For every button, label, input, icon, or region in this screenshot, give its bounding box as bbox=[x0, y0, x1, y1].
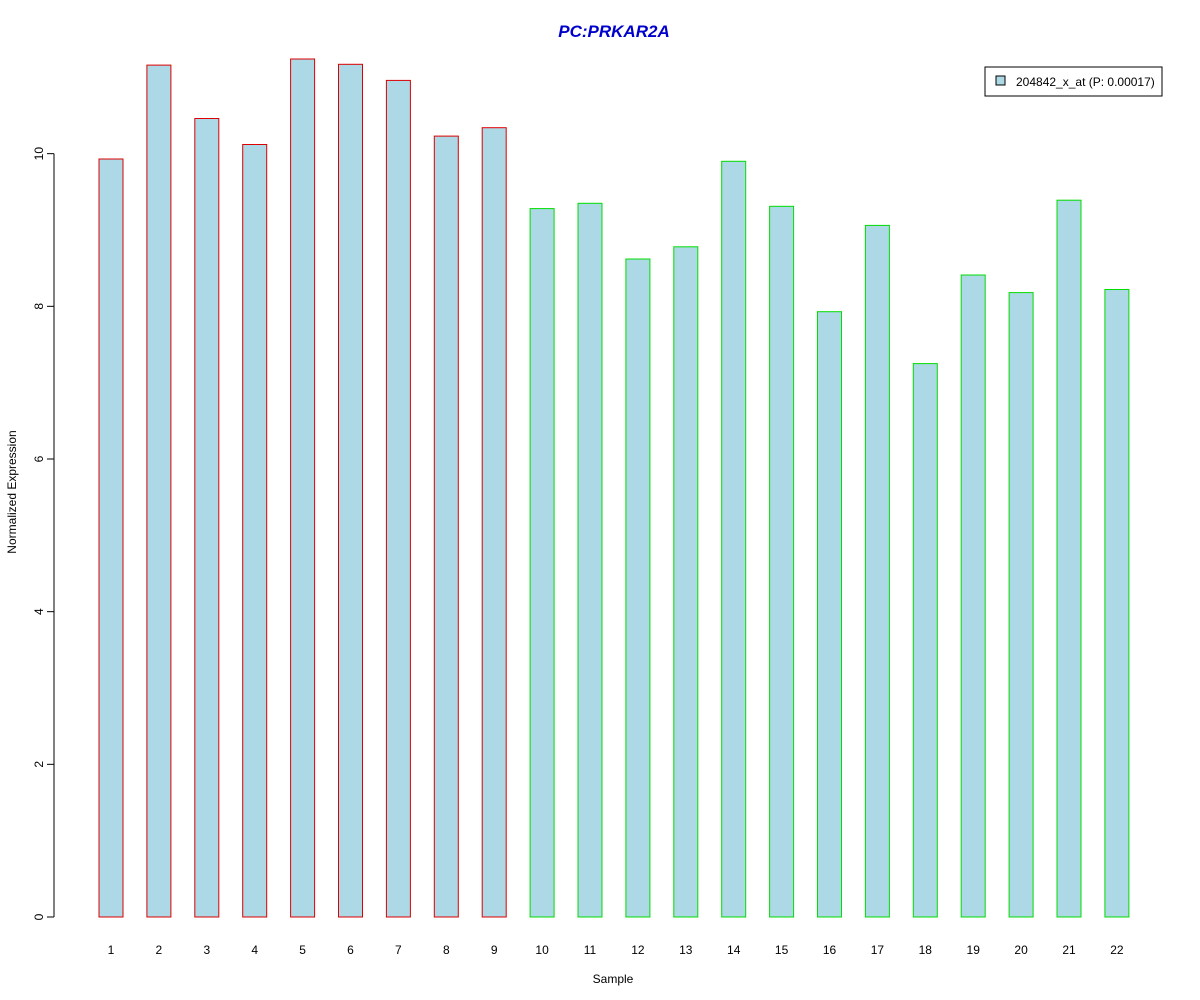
x-tick-label: 4 bbox=[251, 943, 258, 957]
bar bbox=[529, 208, 555, 918]
x-tick-label: 2 bbox=[156, 943, 163, 957]
bar bbox=[194, 118, 220, 918]
x-tick-label: 7 bbox=[395, 943, 402, 957]
x-tick-label: 17 bbox=[871, 943, 885, 957]
bar bbox=[1056, 199, 1082, 918]
bar bbox=[721, 160, 747, 918]
x-axis-label: Sample bbox=[593, 972, 634, 986]
x-tick-label: 16 bbox=[823, 943, 837, 957]
x-tick-label: 21 bbox=[1062, 943, 1076, 957]
y-tick-label: 4 bbox=[32, 608, 46, 615]
bar bbox=[290, 58, 316, 918]
x-tick-label: 11 bbox=[584, 943, 597, 957]
x-tick-label: 18 bbox=[919, 943, 933, 957]
x-tick-label: 5 bbox=[299, 943, 306, 957]
x-tick-label: 3 bbox=[203, 943, 210, 957]
chart-title: PC:PRKAR2A bbox=[558, 22, 669, 41]
bar bbox=[98, 158, 124, 918]
x-tick-label: 1 bbox=[108, 943, 115, 957]
x-tick-label: 19 bbox=[967, 943, 981, 957]
x-tick-label: 10 bbox=[535, 943, 549, 957]
bar bbox=[864, 224, 890, 918]
y-axis: 0 2 4 6 8 10 bbox=[32, 147, 55, 920]
bar bbox=[338, 63, 363, 918]
legend-box bbox=[984, 66, 1163, 97]
bar bbox=[912, 363, 938, 918]
bar bbox=[481, 127, 507, 918]
legend: 204842_x_at (P: 0.00017) bbox=[984, 66, 1163, 97]
y-tick-label: 0 bbox=[32, 913, 46, 920]
bar bbox=[433, 135, 459, 918]
x-tick-label: 14 bbox=[727, 943, 741, 957]
bar bbox=[817, 311, 842, 918]
x-tick-label: 15 bbox=[775, 943, 789, 957]
bar bbox=[385, 79, 411, 918]
bars bbox=[98, 58, 1130, 918]
x-tick-label: 22 bbox=[1110, 943, 1124, 957]
y-tick-label: 2 bbox=[32, 761, 46, 768]
bar bbox=[146, 64, 172, 918]
y-tick-label: 8 bbox=[32, 303, 46, 310]
y-tick-label: 6 bbox=[32, 455, 46, 462]
bar bbox=[1008, 292, 1034, 918]
x-tick-labels: 1 2 3 4 5 6 7 8 9 10 11 12 13 14 15 16 17 18 19 20 21 22 bbox=[108, 943, 1124, 957]
bar bbox=[769, 205, 795, 918]
legend-swatch bbox=[995, 75, 1006, 86]
bar bbox=[673, 246, 699, 918]
bar bbox=[625, 258, 651, 918]
y-tick-label: 10 bbox=[32, 147, 46, 161]
x-tick-label: 8 bbox=[443, 943, 450, 957]
x-tick-label: 12 bbox=[631, 943, 645, 957]
bar bbox=[577, 202, 603, 918]
x-tick-label: 6 bbox=[347, 943, 354, 957]
bar bbox=[242, 144, 268, 918]
legend-label: 204842_x_at (P: 0.00017) bbox=[1016, 75, 1155, 89]
bar bbox=[960, 274, 986, 918]
x-tick-label: 20 bbox=[1014, 943, 1028, 957]
bar bbox=[1104, 289, 1130, 918]
y-axis-label: Normalized Expression bbox=[5, 430, 19, 553]
x-tick-label: 9 bbox=[491, 943, 498, 957]
x-tick-label: 13 bbox=[679, 943, 693, 957]
